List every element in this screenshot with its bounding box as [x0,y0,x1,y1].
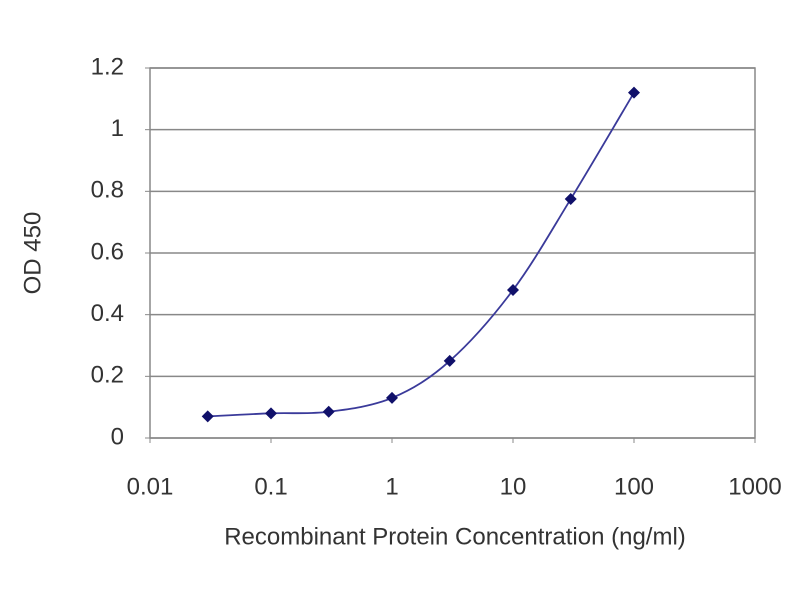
y-tick-label: 0.4 [91,300,124,327]
marker [201,410,214,423]
y-tick-label: 0.8 [91,177,124,204]
x-tick-label: 1000 [728,473,781,500]
x-tick-label: 0.01 [127,473,174,500]
marker [322,405,335,418]
y-tick-label: 1 [111,115,124,142]
marker [628,86,640,99]
y-tick-label: 0 [111,423,124,450]
y-axis-label: OD 450 [19,212,46,295]
x-tick-label: 100 [614,473,654,500]
marker [507,284,519,296]
x-tick-label: 0.1 [254,473,287,500]
x-axis-label: Recombinant Protein Concentration (ng/ml… [224,523,686,550]
marker [443,354,456,367]
marker [564,193,577,206]
x-tick-label: 10 [500,473,527,500]
y-tick-label: 1.2 [91,53,124,80]
x-tick-label: 1 [385,473,398,500]
marker [265,407,277,420]
y-tick-label: 0.6 [91,238,124,265]
y-tick-label: 0.2 [91,362,124,389]
marker [386,391,398,404]
